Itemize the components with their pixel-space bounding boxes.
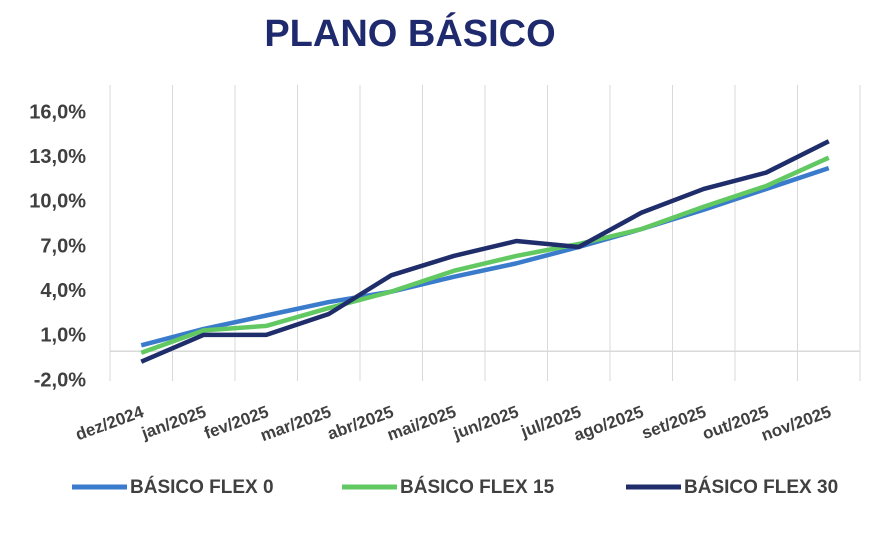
chart-title: PLANO BÁSICO	[264, 11, 555, 55]
y-tick-label: 4,0%	[40, 280, 86, 302]
x-tick-label: set/2025	[639, 402, 709, 443]
x-tick-label: ago/2025	[571, 402, 646, 445]
y-tick-label: 13,0%	[29, 146, 86, 168]
legend-label: BÁSICO FLEX 0	[130, 476, 274, 498]
x-tick-label: mar/2025	[258, 402, 334, 445]
y-tick-label: -2,0%	[34, 369, 86, 391]
series-line	[140, 155, 830, 355]
series-line	[140, 139, 830, 364]
y-tick-label: 1,0%	[40, 325, 86, 347]
legend-label: BÁSICO FLEX 15	[400, 476, 555, 498]
x-tick-label: nov/2025	[759, 402, 834, 445]
y-tick-label: 10,0%	[29, 191, 86, 213]
x-tick-label: abr/2025	[325, 402, 396, 443]
x-tick-label: dez/2024	[73, 402, 147, 444]
series-line	[140, 165, 830, 348]
x-tick-label: jan/2025	[138, 402, 209, 443]
x-tick-label: mai/2025	[385, 402, 459, 444]
y-tick-label: 16,0%	[29, 101, 86, 123]
legend-label: BÁSICO FLEX 30	[684, 476, 838, 498]
y-tick-label: 7,0%	[40, 235, 86, 257]
x-tick-label: jun/2025	[450, 402, 521, 443]
x-tick-label: out/2025	[700, 402, 771, 443]
